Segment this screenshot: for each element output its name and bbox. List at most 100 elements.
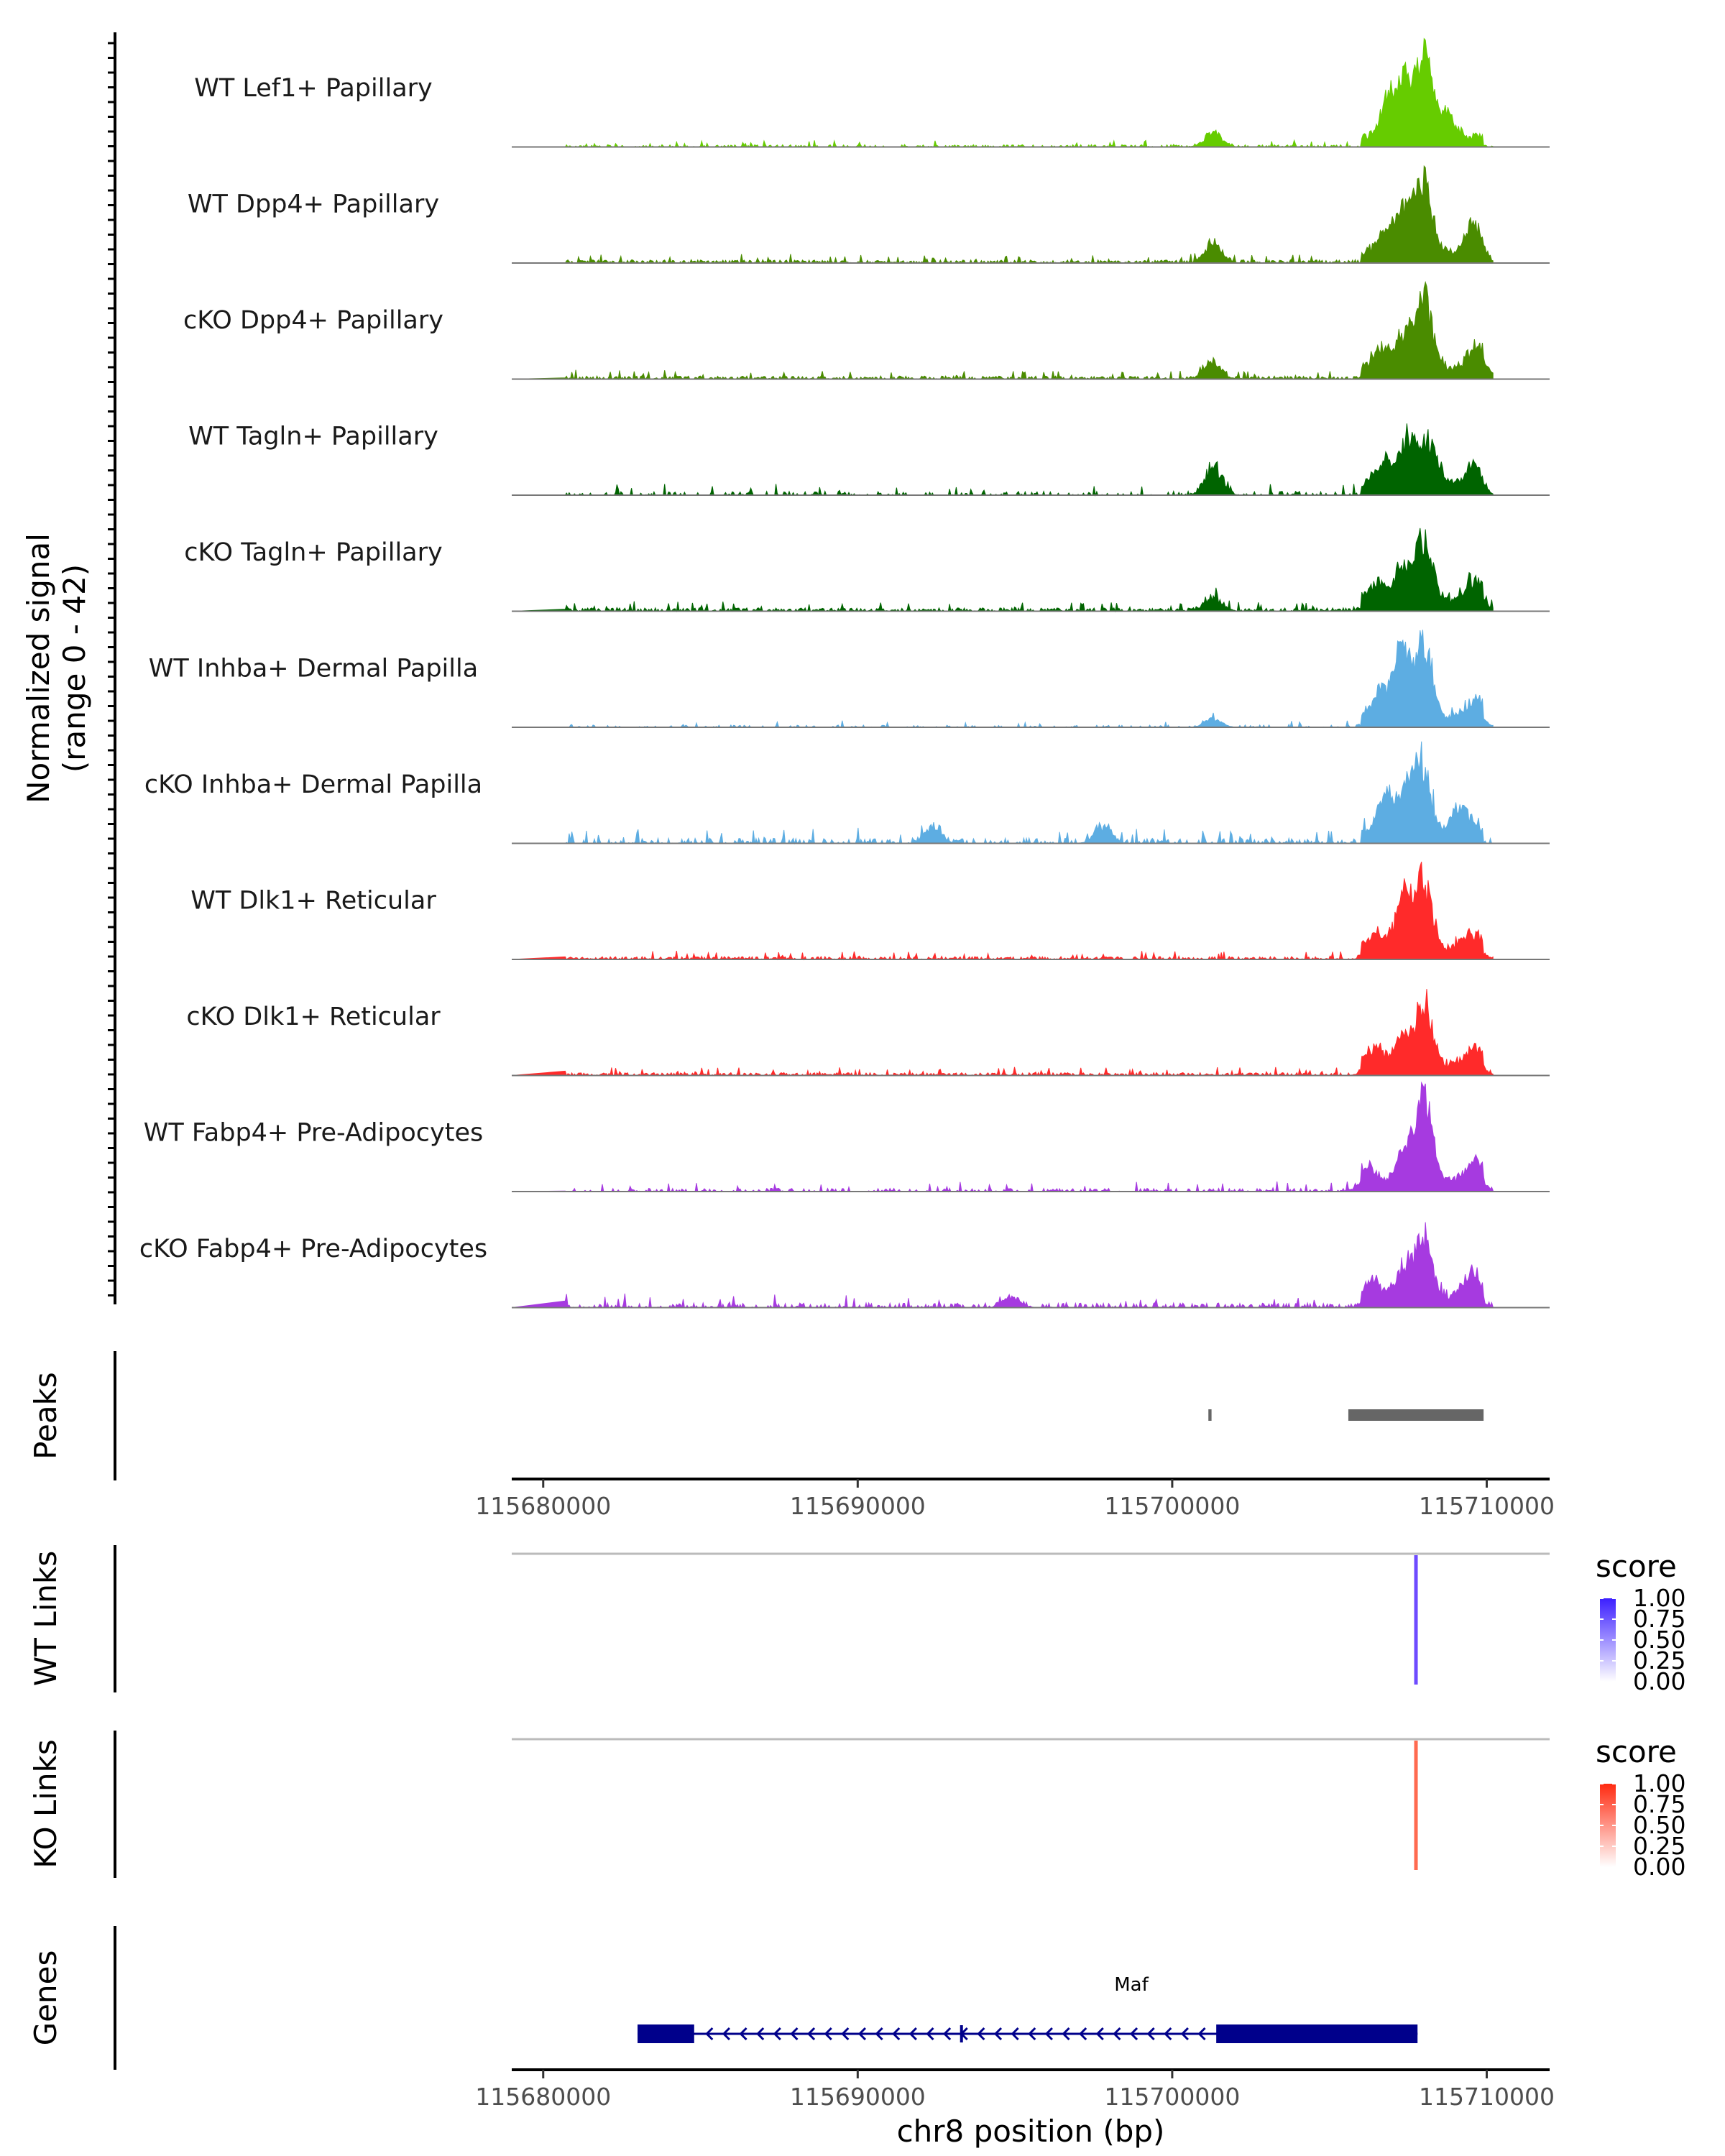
legend-tick-label: 0.00 <box>1633 1853 1685 1881</box>
legend-tick-label: 1.00 <box>1633 1584 1685 1612</box>
x-axis-tick-label: 115710000 <box>1419 1492 1555 1520</box>
legend-tick-label: 0.50 <box>1633 1626 1685 1654</box>
coverage-track: WT Fabp4+ Pre-Adipocytes <box>144 1081 1550 1193</box>
legend-title: score <box>1596 1549 1677 1584</box>
coverage-track-signal <box>511 1222 1494 1309</box>
peaks-panel: Peaks 115680000 115690000 115700000 1157100… <box>28 1351 1555 1520</box>
coverage-track-label: WT Lef1+ Papillary <box>194 74 433 103</box>
gene-strand-arrow <box>1011 2027 1019 2041</box>
gene-strand-arrow <box>1129 2027 1138 2041</box>
gene-strand-arrow <box>1095 2027 1104 2041</box>
genes-panel: Genes Maf 115680000 115690000 115700000 115… <box>28 1926 1555 2149</box>
gene-strand-arrow <box>1044 2027 1053 2041</box>
coverage-track-label: WT Fabp4+ Pre-Adipocytes <box>144 1119 483 1148</box>
coverage-track-label: cKO Tagln+ Papillary <box>184 538 443 567</box>
legend-colorbar <box>1600 1784 1616 1867</box>
legend-tick-label: 0.00 <box>1633 1667 1685 1695</box>
gene-strand-arrow <box>1113 2027 1121 2041</box>
coverage-track-signal <box>511 280 1494 381</box>
x-axis-tick-label: 115700000 <box>1104 1492 1240 1520</box>
gene-strand-arrow <box>1180 2027 1189 2041</box>
gene-strand-arrow <box>841 2027 850 2041</box>
gene-strand-arrow <box>773 2027 781 2041</box>
coverage-track-signal <box>511 862 1494 961</box>
peak-region <box>1208 1409 1212 1421</box>
coverage-track-label: WT Inhba+ Dermal Papilla <box>149 655 478 683</box>
coverage-y-axis-label: Normalized signal <box>21 533 56 803</box>
gene-strand-arrow <box>824 2027 832 2041</box>
coverage-track: cKO Tagln+ Papillary <box>184 528 1550 613</box>
x-axis-tick-label: 115680000 <box>475 1492 611 1520</box>
legend-tick-label: 0.75 <box>1633 1605 1685 1633</box>
gene-strand-arrow <box>1164 2027 1172 2041</box>
genes-track-label: Genes <box>28 1950 63 2046</box>
gene-strand-arrow <box>705 2027 714 2041</box>
legend-tick-label: 0.25 <box>1633 1646 1685 1674</box>
gene-strand-arrow <box>892 2027 901 2041</box>
gene-strand-arrow <box>722 2027 730 2041</box>
coverage-track: cKO Dpp4+ Papillary <box>183 280 1550 381</box>
coverage-track-label: WT Tagln+ Papillary <box>188 423 438 451</box>
coverage-track-signal <box>512 630 1494 729</box>
gene-strand-arrow <box>739 2027 748 2041</box>
links-track-label: WT Links <box>28 1551 63 1686</box>
x-axis-tick-label: 115690000 <box>790 1492 926 1520</box>
coverage-track-signal <box>512 741 1494 845</box>
gene-strand-arrow <box>908 2027 917 2041</box>
gene-strand-arrow <box>756 2027 765 2041</box>
gene-strand-arrow <box>942 2027 952 2041</box>
legend-tick-label: 0.75 <box>1633 1790 1685 1818</box>
gene-strand-arrow <box>1062 2027 1070 2041</box>
legend-tick-label: 0.50 <box>1633 1811 1685 1839</box>
coverage-track: WT Dlk1+ Reticular <box>190 862 1550 961</box>
gene-strand-arrow <box>1028 2027 1036 2041</box>
legend-tick-label: 0.25 <box>1633 1832 1685 1860</box>
coverage-panel: Normalized signal (range 0 - 42) WT Lef1… <box>21 32 1550 1309</box>
coverage-track: cKO Inhba+ Dermal Papilla <box>144 741 1550 845</box>
coverage-track: WT Dpp4+ Papillary <box>188 165 1550 264</box>
gene-strand-arrow <box>926 2027 934 2041</box>
peaks-track-label: Peaks <box>28 1372 63 1460</box>
gene-strand-arrow <box>977 2027 985 2041</box>
gene-strand-arrow <box>875 2027 883 2041</box>
coverage-track: WT Inhba+ Dermal Papilla <box>149 630 1550 729</box>
coverage-track-signal <box>512 423 1494 497</box>
coverage-track-signal <box>511 1081 1494 1193</box>
x-axis-tick-label: 115690000 <box>790 2083 926 2111</box>
gene-strand-arrow <box>790 2027 799 2041</box>
x-axis-tick-label: 115700000 <box>1104 2083 1240 2111</box>
gene-strand-arrow <box>1197 2027 1206 2041</box>
gene-strand-arrow <box>806 2027 816 2041</box>
coverage-track-label: cKO Dpp4+ Papillary <box>183 306 443 335</box>
coverage-track-signal <box>511 989 1494 1077</box>
coverage-track: cKO Dlk1+ Reticular <box>186 989 1550 1077</box>
gene-strand-arrow <box>857 2027 867 2041</box>
gene-exon <box>1216 2024 1418 2043</box>
coverage-track: cKO Fabp4+ Pre-Adipocytes <box>139 1222 1550 1309</box>
coverage-track-label: WT Dlk1+ Reticular <box>190 887 436 916</box>
legend-colorbar <box>1600 1598 1616 1682</box>
gene-name-label: Maf <box>1114 1974 1149 1996</box>
coverage-y-axis-ticks <box>108 42 115 1296</box>
x-axis-tick-label: 115680000 <box>475 2083 611 2111</box>
coverage-track-label: cKO Dlk1+ Reticular <box>186 1003 441 1031</box>
coverage-track-signal <box>512 37 1494 148</box>
gene-strand-arrow <box>1146 2027 1155 2041</box>
links-track-label: KO Links <box>28 1739 63 1869</box>
legend-title: score <box>1596 1734 1677 1769</box>
coverage-track-label: cKO Fabp4+ Pre-Adipocytes <box>139 1235 487 1263</box>
coverage-track-label: cKO Inhba+ Dermal Papilla <box>144 770 482 799</box>
x-axis-top: 115680000 115690000 115700000 115710000 <box>475 1479 1555 1520</box>
coverage-tracks: WT Lef1+ Papillary WT Dpp4+ Papillary cKO … <box>139 37 1550 1309</box>
gene-strand-arrow <box>993 2027 1003 2041</box>
coverage-track-label: WT Dpp4+ Papillary <box>188 190 439 219</box>
peak-regions <box>1208 1409 1484 1421</box>
coverage-track-signal <box>512 165 1494 264</box>
gene-model <box>638 2024 1418 2043</box>
x-axis-tick-label: 115710000 <box>1419 2083 1555 2111</box>
peak-region <box>1348 1409 1484 1421</box>
